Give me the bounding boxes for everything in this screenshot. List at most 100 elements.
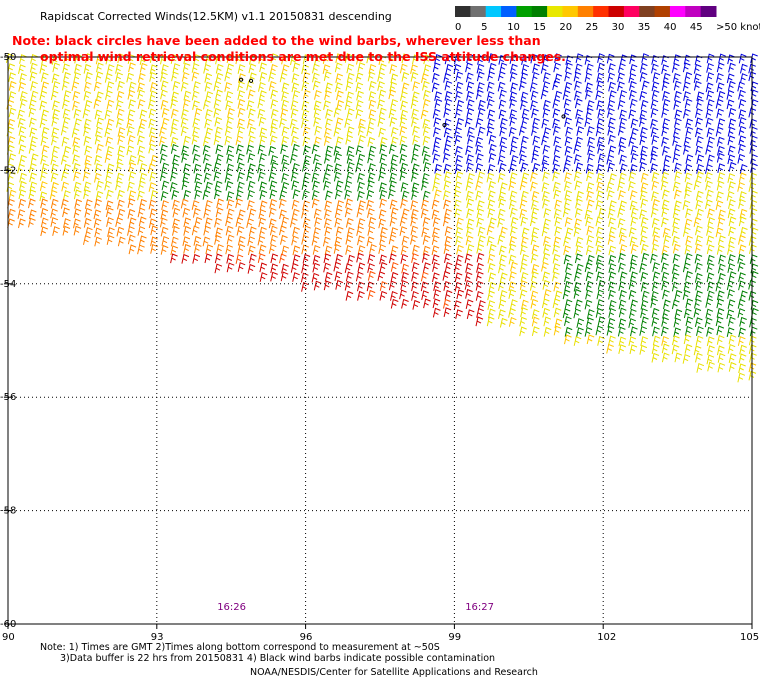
wind-barb bbox=[421, 199, 429, 210]
wind-barb bbox=[639, 90, 647, 101]
wind-barb bbox=[543, 218, 551, 229]
wind-barb bbox=[683, 334, 692, 345]
wind-barb bbox=[717, 90, 726, 101]
wind-barb bbox=[52, 226, 60, 236]
wind-barb bbox=[682, 289, 691, 300]
wind-barb bbox=[301, 100, 310, 111]
wind-barb bbox=[62, 225, 71, 236]
wind-barb bbox=[499, 145, 507, 155]
wind-barb bbox=[663, 299, 671, 310]
wind-barb bbox=[475, 89, 484, 100]
wind-barb bbox=[531, 309, 540, 319]
wind-barb bbox=[575, 162, 584, 173]
wind-barb bbox=[641, 252, 650, 263]
wind-barb bbox=[237, 64, 246, 74]
wind-barb bbox=[117, 208, 126, 219]
footer-credit: NOAA/NESDIS/Center for Satellite Applica… bbox=[250, 667, 538, 678]
wind-barb bbox=[629, 80, 637, 91]
wind-barb bbox=[453, 300, 462, 311]
wind-barb bbox=[235, 54, 244, 65]
wind-barb bbox=[268, 81, 277, 91]
wind-barb bbox=[224, 135, 233, 146]
wind-barb bbox=[497, 155, 506, 165]
wind-barb bbox=[509, 71, 518, 82]
wind-barb bbox=[434, 54, 442, 64]
wind-barb bbox=[148, 108, 157, 119]
wind-barb bbox=[345, 217, 354, 228]
wind-barb bbox=[378, 209, 387, 220]
wind-barb bbox=[661, 271, 670, 282]
wind-barb bbox=[707, 217, 715, 227]
wind-barb bbox=[628, 336, 637, 347]
wind-barb bbox=[7, 136, 16, 146]
wind-barb bbox=[236, 225, 245, 236]
wind-barb bbox=[106, 64, 115, 74]
wind-barb bbox=[390, 262, 399, 272]
wind-barb bbox=[726, 327, 735, 338]
wind-barb bbox=[270, 234, 278, 245]
wind-barb bbox=[202, 236, 211, 247]
wind-barb bbox=[617, 326, 626, 337]
wind-barb bbox=[498, 109, 507, 120]
wind-barb bbox=[618, 227, 627, 238]
wind-barb bbox=[672, 208, 681, 219]
wind-barb bbox=[431, 254, 440, 265]
wind-barb bbox=[639, 109, 648, 120]
wind-barb bbox=[367, 253, 376, 264]
wind-barb bbox=[213, 162, 222, 173]
wind-barb bbox=[60, 154, 69, 165]
wind-barb bbox=[628, 279, 637, 290]
wind-barb bbox=[454, 272, 463, 283]
wind-barb bbox=[442, 216, 451, 227]
wind-barb bbox=[519, 280, 528, 291]
time-label: 16:27 bbox=[465, 602, 494, 613]
wind-barb bbox=[259, 135, 268, 146]
wind-barb bbox=[477, 82, 485, 92]
wind-barb bbox=[552, 263, 561, 273]
wind-barb bbox=[737, 253, 745, 264]
wind-barb bbox=[432, 145, 440, 155]
wind-barb bbox=[19, 180, 27, 191]
wind-barb bbox=[640, 145, 648, 156]
wind-barb bbox=[587, 153, 595, 163]
wind-barb bbox=[127, 181, 135, 192]
wind-barb bbox=[586, 317, 594, 328]
wind-barb bbox=[728, 62, 736, 73]
wind-barb bbox=[498, 309, 506, 320]
wind-barb bbox=[225, 100, 233, 111]
wind-barb bbox=[160, 144, 168, 155]
legend-label: 0 bbox=[455, 22, 461, 33]
wind-barb bbox=[368, 99, 377, 110]
wind-barb bbox=[674, 308, 683, 319]
wind-barb bbox=[30, 54, 38, 64]
wind-barb bbox=[585, 82, 593, 93]
wind-barb bbox=[139, 235, 147, 246]
wind-barb bbox=[574, 63, 583, 74]
wind-barb bbox=[542, 190, 550, 201]
wind-barb bbox=[411, 262, 420, 272]
wind-barb bbox=[226, 234, 235, 245]
wind-barb bbox=[587, 136, 595, 147]
wind-barb bbox=[170, 54, 179, 64]
wind-barb bbox=[312, 262, 321, 273]
wind-barb bbox=[83, 63, 92, 74]
wind-barb bbox=[432, 262, 440, 272]
wind-barb bbox=[225, 91, 234, 101]
wind-barb bbox=[291, 208, 300, 219]
wind-barb bbox=[39, 100, 48, 111]
wind-barb bbox=[443, 127, 452, 138]
wind-barb bbox=[607, 125, 615, 136]
wind-barb bbox=[422, 190, 431, 201]
wind-barb bbox=[248, 108, 256, 119]
wind-barb bbox=[509, 109, 517, 119]
wind-barb bbox=[617, 125, 626, 136]
wind-barb bbox=[541, 118, 550, 129]
wind-barb bbox=[259, 189, 268, 200]
wind-barb bbox=[563, 98, 572, 109]
wind-barb bbox=[390, 207, 399, 218]
wind-barb bbox=[531, 326, 540, 337]
wind-barb bbox=[705, 199, 713, 210]
wind-barb bbox=[661, 108, 669, 118]
wind-barb bbox=[597, 153, 606, 164]
wind-barb bbox=[247, 190, 255, 200]
